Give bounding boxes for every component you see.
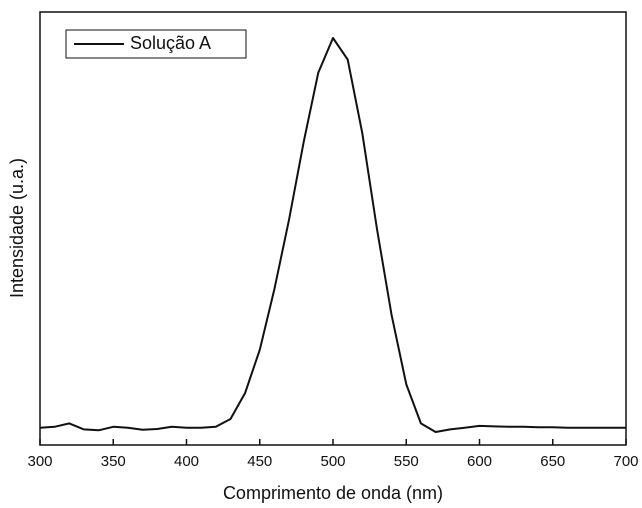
x-tick-label: 400 <box>174 453 199 470</box>
x-tick-label: 600 <box>467 453 492 470</box>
x-tick-label: 650 <box>540 453 565 470</box>
x-tick-label: 500 <box>320 453 345 470</box>
x-axis-label: Comprimento de onda (nm) <box>223 483 443 503</box>
x-tick-label: 550 <box>394 453 419 470</box>
x-tick-label: 350 <box>101 453 126 470</box>
series-line <box>39 37 626 433</box>
x-tick-label: 300 <box>27 453 52 470</box>
x-tick-label: 450 <box>247 453 272 470</box>
x-tick-label: 700 <box>613 453 638 470</box>
y-axis-label: Intensidade (u.a.) <box>7 158 27 298</box>
plot-frame <box>39 11 627 446</box>
legend-label: Solução A <box>130 33 211 53</box>
